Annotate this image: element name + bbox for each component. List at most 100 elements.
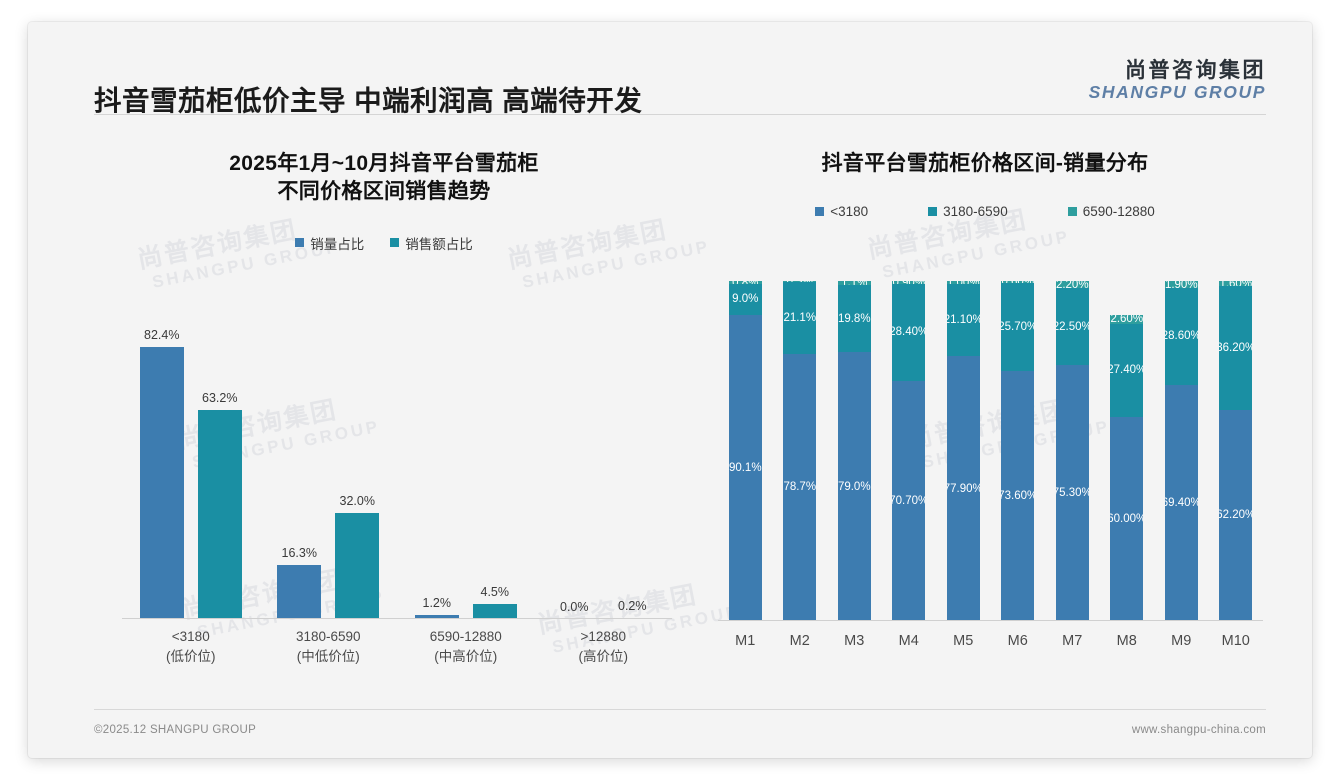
bar[interactable] [472, 604, 517, 619]
stacked-bar-column[interactable]: 1.00% 21.10% 77.90% [936, 281, 991, 621]
category-sublabel: (中高价位) [434, 648, 498, 664]
category-name: 3180-6590 [295, 629, 361, 644]
category-label: >12880 (高价位) [535, 621, 673, 667]
stack-segment-clip: 19.8% [838, 285, 871, 352]
stack-segment[interactable]: 0.90% [892, 281, 926, 285]
bar[interactable] [335, 513, 380, 619]
bar-value-label: 82.4% [144, 328, 180, 343]
stack-segment-clip: 2.60% [1110, 315, 1143, 324]
bar-column[interactable]: 82.4% [139, 322, 184, 619]
category-sublabel: (高价位) [578, 648, 629, 664]
stack-segment[interactable]: 77.90% [946, 356, 980, 621]
stack-segment-value-label: 21.1% [783, 311, 817, 324]
stacked-bar-column[interactable]: 0.90% 28.40% 70.70% [882, 281, 937, 621]
stack-segment[interactable]: 25.70% [1001, 283, 1035, 371]
stacked-bar[interactable]: 0.3% 21.1% 78.7% [783, 281, 817, 621]
stack-segment[interactable]: 75.30% [1055, 364, 1089, 621]
stack-segment[interactable]: 2.20% [1055, 281, 1089, 289]
stack-segment[interactable]: 0.3% [783, 281, 817, 283]
stack-segment[interactable]: 60.00% [1110, 417, 1144, 621]
bar-column[interactable]: 16.3% [277, 322, 322, 619]
stack-segment[interactable]: 1.60% [1219, 281, 1253, 287]
stack-segment[interactable]: 28.60% [1164, 287, 1198, 386]
bar-group: 16.3% 32.0% [260, 322, 398, 619]
stack-segment[interactable]: 28.40% [892, 284, 926, 381]
legend-item[interactable]: 销售额占比 [390, 233, 473, 253]
bar[interactable] [139, 347, 184, 619]
stacked-bar-column[interactable]: 2.60% 27.40% 60.00% [1100, 281, 1155, 621]
bar-column[interactable]: 1.2% [414, 322, 459, 619]
stack-segment[interactable]: 21.1% [783, 282, 817, 354]
bar-value-label: 16.3% [281, 546, 317, 561]
stack-segment-value-label: 60.00% [1110, 513, 1143, 525]
stacked-bar-column[interactable]: 1.90% 28.60% 69.40% [1154, 281, 1209, 621]
stacked-bar[interactable]: 1.60% 36.20% 62.20% [1219, 281, 1253, 621]
category-label: 3180-6590 (中低价位) [260, 621, 398, 667]
stacked-bar-column[interactable]: 2.20% 22.50% 75.30% [1045, 281, 1100, 621]
stack-segment[interactable]: 78.7% [783, 353, 817, 621]
stack-segment-clip: 27.40% [1110, 324, 1143, 417]
stack-segment[interactable]: 79.0% [837, 352, 871, 621]
stack-segment-value-label: 75.30% [1055, 486, 1089, 499]
stack-segment[interactable]: 1.1% [837, 281, 871, 286]
legend-item[interactable]: 3180-6590 [928, 204, 1008, 219]
stacked-bar-column[interactable]: 0.3% 21.1% 78.7% [773, 281, 828, 621]
legend-item[interactable]: <3180 [815, 204, 868, 219]
footer-divider [94, 709, 1266, 710]
bar[interactable] [414, 615, 459, 619]
stack-segment[interactable]: 62.20% [1219, 409, 1253, 621]
legend-label: 销售额占比 [405, 236, 473, 252]
stack-segment[interactable]: 1.90% [1164, 281, 1198, 288]
bar[interactable] [277, 565, 322, 619]
category-label: <3180 (低价位) [122, 621, 260, 667]
stacked-bar[interactable]: 2.60% 27.40% 60.00% [1110, 281, 1144, 621]
bar-group: 1.2% 4.5% [397, 322, 535, 619]
stacked-bar[interactable]: 0.8% 9.0% 90.1% [728, 281, 762, 621]
left-chart-plot: 82.4% 63.2% 16.3% 32.0% 1.2% 4.5% 0.0% 0.2% [122, 322, 672, 619]
stack-segment-clip: 21.1% [783, 282, 816, 354]
stack-segment-clip: 0.3% [783, 281, 816, 282]
stack-segment[interactable]: 27.40% [1110, 323, 1144, 417]
bar-value-label: 4.5% [480, 585, 510, 600]
stack-segment-clip: 1.90% [1165, 281, 1198, 287]
bar-column[interactable]: 32.0% [335, 322, 380, 619]
stacked-bar[interactable]: 1.90% 28.60% 69.40% [1164, 281, 1198, 621]
stack-segment-clip: 77.90% [947, 356, 980, 621]
bar-column[interactable]: 4.5% [472, 322, 517, 619]
stack-segment-clip: 79.0% [838, 352, 871, 621]
stack-segment[interactable]: 19.8% [837, 285, 871, 353]
stacked-bar[interactable]: 1.1% 19.8% 79.0% [837, 281, 871, 621]
stack-segment[interactable]: 36.20% [1219, 286, 1253, 410]
stack-segment[interactable]: 9.0% [728, 284, 762, 315]
stack-segment[interactable]: 73.60% [1001, 370, 1035, 621]
bar-column[interactable]: 0.0% [552, 322, 596, 619]
stacked-bar-column[interactable]: 0.60% 25.70% 73.60% [991, 281, 1046, 621]
stack-segment[interactable]: 2.60% [1110, 315, 1144, 324]
stacked-bar-column[interactable]: 1.60% 36.20% 62.20% [1209, 281, 1264, 621]
stacked-bar-column[interactable]: 1.1% 19.8% 79.0% [827, 281, 882, 621]
header-divider [94, 114, 1266, 115]
bar-column[interactable]: 63.2% [197, 322, 242, 619]
legend-item[interactable]: 销量占比 [295, 233, 364, 253]
stack-segment[interactable]: 1.00% [946, 281, 980, 285]
stacked-bar[interactable]: 0.60% 25.70% 73.60% [1001, 281, 1035, 621]
stack-segment[interactable]: 0.60% [1001, 281, 1035, 284]
slide-header: 抖音雪茄柜低价主导 中端利润高 高端待开发 尚普咨询集团 SHANGPU GRO… [28, 22, 1312, 116]
stack-segment[interactable]: 90.1% [728, 314, 762, 621]
bar-column[interactable]: 0.2% [610, 322, 655, 619]
stacked-bar[interactable]: 2.20% 22.50% 75.30% [1055, 281, 1089, 621]
stack-segment[interactable]: 22.50% [1055, 288, 1089, 365]
month-label: M9 [1171, 633, 1192, 649]
stacked-bar-column[interactable]: 0.8% 9.0% 90.1% [718, 281, 773, 621]
legend-item[interactable]: 6590-12880 [1067, 204, 1155, 219]
stack-segment[interactable]: 0.8% [728, 281, 762, 285]
stack-segment[interactable]: 21.10% [946, 284, 980, 357]
month-label: M3 [844, 633, 865, 649]
bar[interactable] [197, 410, 242, 619]
stack-segment[interactable]: 70.70% [892, 380, 926, 621]
stack-segment-clip: 0.8% [729, 281, 762, 284]
month-label: M6 [1007, 633, 1028, 649]
stacked-bar[interactable]: 1.00% 21.10% 77.90% [946, 281, 980, 621]
stack-segment[interactable]: 69.40% [1164, 385, 1198, 621]
stacked-bar[interactable]: 0.90% 28.40% 70.70% [892, 281, 926, 621]
